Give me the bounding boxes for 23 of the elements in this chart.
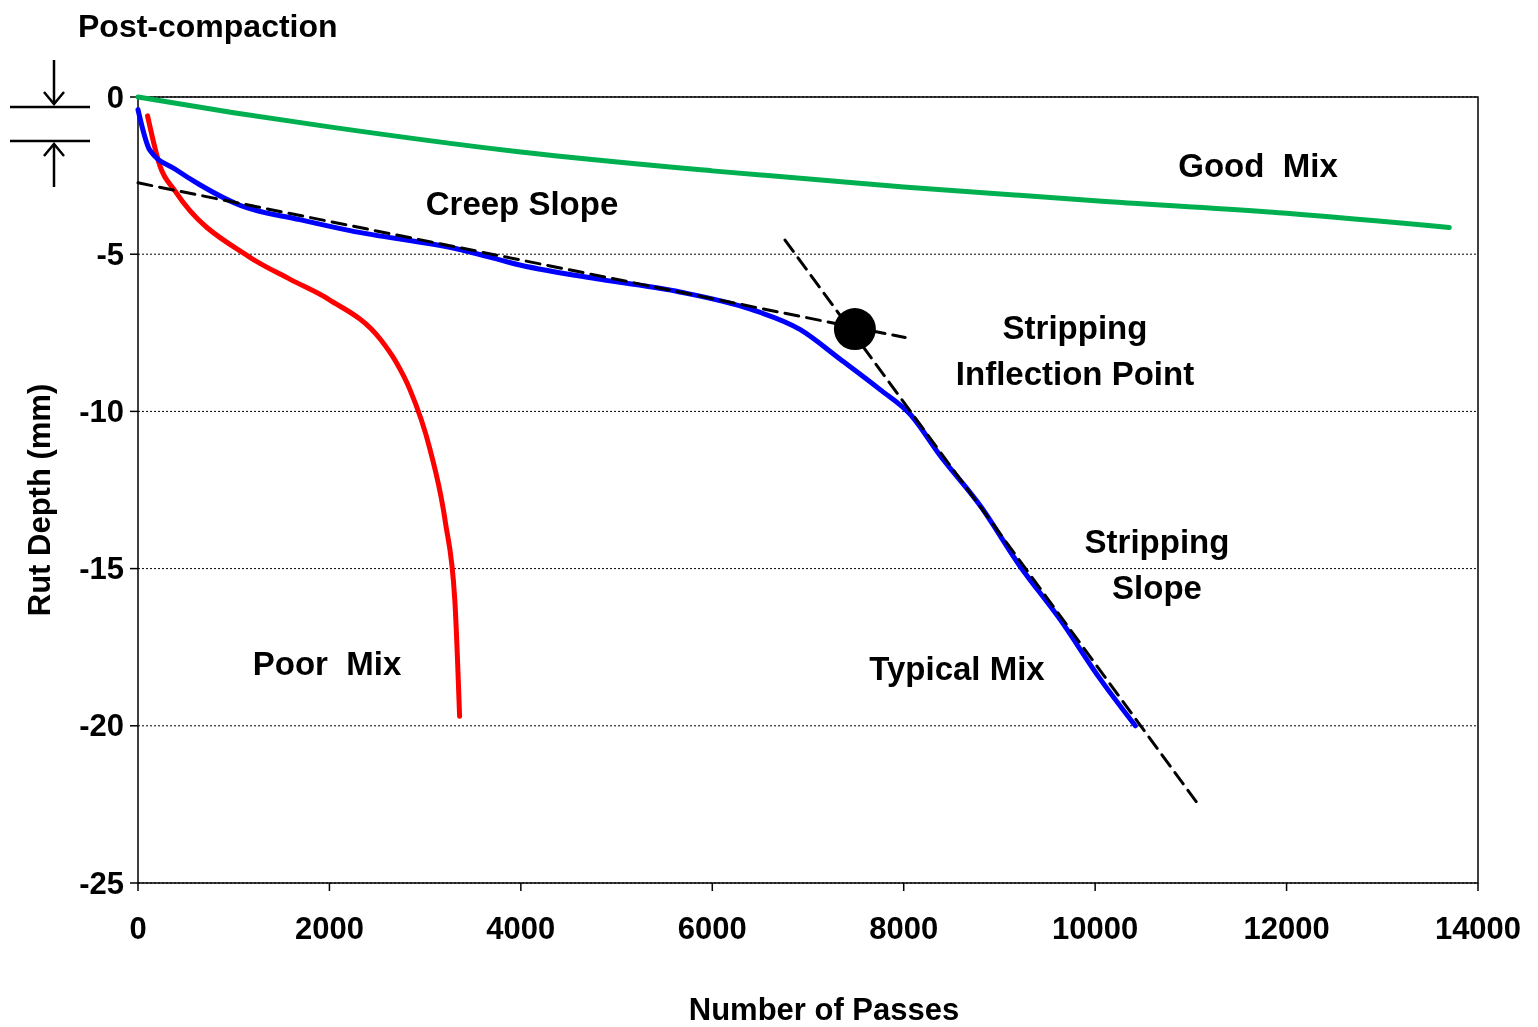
x-tick-label: 6000 [677, 911, 747, 946]
text: Post-compaction [78, 8, 338, 44]
annotation: Creep Slope [425, 184, 619, 222]
y-tick-label: -15 [79, 551, 124, 587]
annotation: Typical Mix [869, 649, 1046, 687]
x-tick-label: 2000 [294, 911, 364, 946]
y-tick-label: -20 [79, 708, 124, 744]
y-tick-label: 0 [106, 79, 124, 115]
x-tick-label: 8000 [869, 911, 939, 946]
y-tick-label: -10 [79, 393, 124, 429]
annotation: Stripping Slope [1084, 522, 1230, 606]
x-axis-title: Number of Passes [688, 992, 960, 1027]
y-axis-title: Rut Depth (mm) [22, 383, 57, 617]
y-tick-label: -5 [96, 236, 124, 272]
annotation: Good Mix [1178, 146, 1339, 184]
annotation: Poor Mix [252, 644, 402, 682]
annotation: Stripping Inflection Point [955, 308, 1195, 392]
x-tick-label: 4000 [486, 911, 556, 946]
x-tick-label: 12000 [1243, 911, 1330, 946]
x-tick-label: 14000 [1434, 911, 1522, 946]
y-tick-label: -25 [79, 865, 124, 901]
x-tick-label: 0 [129, 911, 147, 946]
x-tick-label: 10000 [1052, 911, 1139, 946]
